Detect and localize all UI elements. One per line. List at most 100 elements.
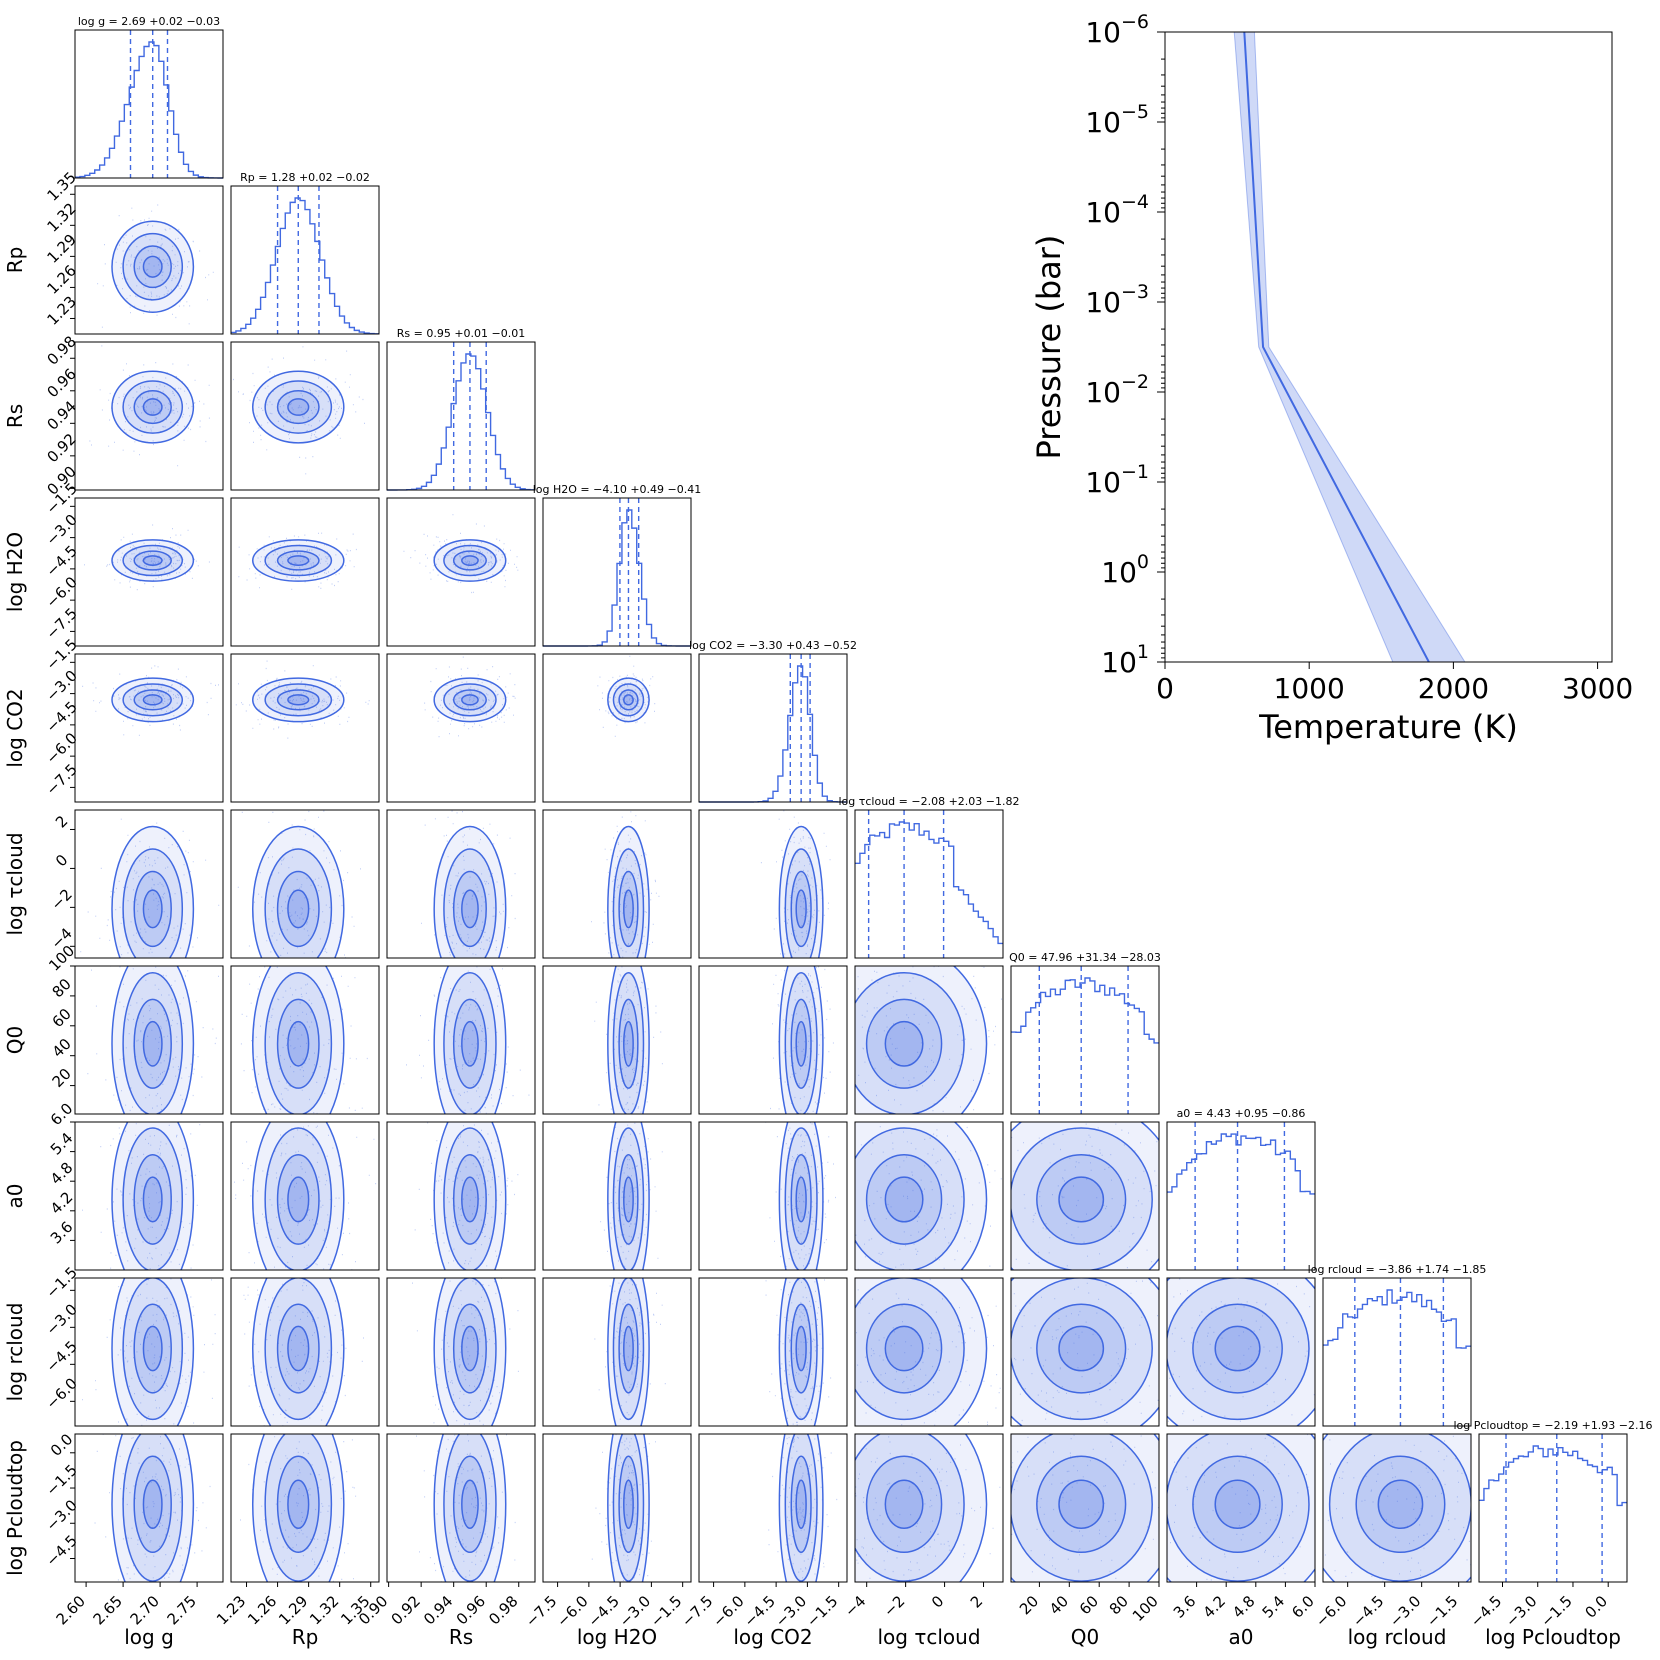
scatter-points — [414, 1122, 519, 1267]
contour-level-2 — [122, 683, 184, 717]
contour-level-3 — [790, 1154, 812, 1245]
axes-frame — [386, 1121, 536, 1271]
pair-content — [80, 818, 220, 958]
axes-frame-logtau — [854, 809, 1004, 959]
x-tick-label: −7.5 — [522, 1592, 560, 1630]
axes-frame-logP — [1478, 1433, 1628, 1583]
contour-level-3 — [618, 998, 639, 1089]
contour-level-1 — [1011, 1434, 1159, 1582]
contour-level-3 — [865, 1303, 943, 1394]
x-tick-label: 40 — [1046, 1592, 1072, 1618]
contour-level-4 — [623, 889, 634, 929]
x-tick-label: 2.65 — [90, 1592, 126, 1628]
contour-level-2 — [1167, 1434, 1310, 1582]
contour-level-1 — [433, 966, 507, 1114]
histogram-logtau — [855, 821, 1003, 945]
scatter-points — [765, 1122, 836, 1270]
tp-x-tick-label: 0 — [1156, 672, 1174, 705]
contour-level-2 — [1167, 1278, 1310, 1421]
pair-panel-Rp-logH2O — [230, 497, 380, 647]
contour-level-2 — [264, 380, 333, 434]
contour-level-3 — [276, 870, 320, 948]
contour-level-3 — [133, 390, 172, 425]
title-Q0: Q0 = 47.96 +31.34 −28.03 — [1009, 951, 1161, 964]
pair-content — [765, 1122, 836, 1270]
axes-frame — [74, 965, 224, 1115]
contour-level-1 — [607, 825, 650, 958]
pair-content — [234, 1122, 377, 1270]
contour-level-3 — [790, 870, 812, 948]
title-logCO2: log CO2 = −3.30 +0.43 −0.52 — [689, 639, 857, 652]
axes-frame-a0 — [1166, 1121, 1316, 1271]
contour-level-1 — [778, 1434, 824, 1582]
x-tick-label: 0.0 — [1581, 1592, 1611, 1622]
tp-y-tick-label: 10−5 — [1085, 101, 1149, 139]
contour-level-1 — [433, 825, 507, 958]
scatter-points — [82, 1122, 201, 1270]
axes-frame — [386, 1277, 536, 1427]
pair-content — [240, 1434, 357, 1582]
contour-level-4 — [461, 1325, 479, 1372]
axes-frame — [1166, 1433, 1316, 1583]
pair-content — [233, 346, 365, 475]
x-tick-label: 80 — [1106, 1592, 1132, 1618]
y-axis-label-Rp: Rp — [3, 247, 27, 274]
pair-panel-logCO2-Q0 — [698, 965, 848, 1115]
contour-level-3 — [865, 1154, 943, 1245]
y-tick-label: 5.4 — [47, 1129, 77, 1159]
contour-level-2 — [264, 1278, 333, 1421]
contour-level-4 — [795, 1020, 807, 1067]
contour-level-2 — [1011, 1278, 1153, 1421]
pair-panel-logH2O-Q0 — [542, 965, 692, 1115]
corner-plot: log g = 2.69 +0.02 −0.03 Rp = 1.28 +0.02 … — [3, 15, 1653, 1649]
scatter-points — [591, 1434, 656, 1582]
contour-level-2 — [122, 380, 184, 434]
contour-level-1 — [778, 966, 824, 1114]
contour-level-3 — [790, 998, 812, 1089]
pair-panel-logtau-logP — [854, 1433, 1004, 1583]
contour-level-3 — [618, 870, 639, 948]
x-tick-label: 3.6 — [1170, 1592, 1200, 1622]
tp-axes-frame — [1164, 31, 1613, 663]
contour-level-4 — [884, 1479, 924, 1530]
histogram-Rp — [231, 197, 379, 335]
x-tick-label: −6.0 — [1312, 1592, 1350, 1630]
contour-level-1 — [1011, 1278, 1159, 1426]
title-logr: log rcloud = −3.86 +1.74 −1.85 — [1308, 1263, 1487, 1276]
contour-level-4 — [142, 694, 163, 706]
contour-level-2 — [264, 683, 333, 717]
pair-content — [1323, 1434, 1471, 1582]
diag-panel-Q0: Q0 = 47.96 +31.34 −28.03 — [1009, 951, 1161, 1115]
y-tick-label: 0.96 — [44, 365, 80, 401]
contour-level-3 — [1192, 1455, 1283, 1554]
contour-level-4 — [142, 1020, 163, 1067]
pair-content — [765, 1278, 832, 1426]
contour-level-2 — [784, 1278, 818, 1421]
histogram-Rs — [387, 353, 535, 491]
pair-content — [591, 1434, 656, 1582]
pair-panel-Rp-logCO2 — [230, 653, 380, 803]
title-logH2O: log H2O = −4.10 +0.49 −0.41 — [533, 483, 702, 496]
axes-frame — [854, 1277, 1004, 1427]
pair-content — [594, 1278, 666, 1426]
contour-level-3 — [276, 1455, 320, 1554]
pair-panel-Rp-Rs — [230, 341, 380, 491]
contour-level-3 — [452, 998, 487, 1089]
contour-level-4 — [884, 1176, 924, 1223]
y-axis-a0: 6.05.44.84.23.6 a0 — [3, 1099, 77, 1247]
contour-level-4 — [884, 1325, 924, 1372]
axes-frame — [74, 1433, 224, 1583]
contour-level-3 — [133, 550, 172, 571]
contour-level-4 — [142, 1325, 163, 1372]
contour-level-3 — [452, 870, 487, 948]
contour-level-2 — [612, 1127, 645, 1270]
axes-frame — [230, 653, 380, 803]
contour-level-4 — [795, 1479, 807, 1530]
